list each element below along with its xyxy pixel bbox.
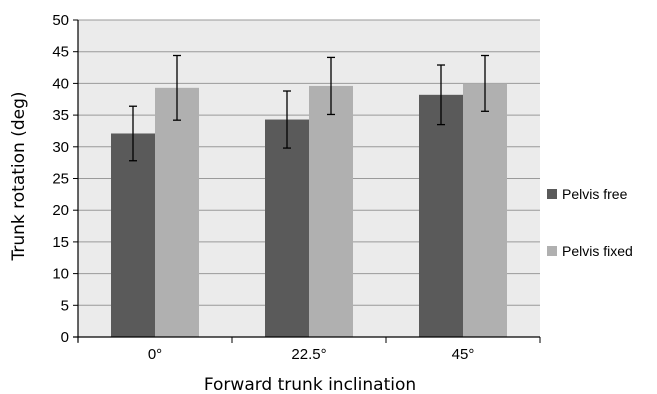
error-bars [129, 54, 489, 162]
y-tick-label: 10 [52, 266, 69, 283]
y-axis-title: Trunk rotation (deg) [9, 91, 29, 261]
bar [419, 94, 463, 337]
y-tick-label: 35 [52, 107, 69, 124]
y-tick-label: 40 [52, 75, 69, 92]
bar [155, 87, 199, 337]
x-tick-label: 45° [452, 346, 475, 363]
legend-swatch-pelvis-free [547, 189, 557, 199]
bar [309, 85, 353, 337]
bar [265, 119, 309, 338]
y-tick-label: 50 [52, 12, 69, 29]
legend-swatch-pelvis-fixed [547, 246, 557, 256]
y-tick-label: 25 [52, 171, 69, 188]
y-tick-label: 45 [52, 44, 69, 61]
y-tick-label: 5 [61, 297, 69, 314]
bar [463, 83, 507, 338]
y-tick-label: 20 [52, 202, 69, 219]
bars [111, 83, 507, 338]
x-tick-label: 22.5° [291, 346, 326, 363]
bar [111, 133, 155, 337]
x-tick-label: 0° [148, 346, 162, 363]
y-tick-label: 0 [61, 329, 69, 346]
y-tick-label: 30 [52, 139, 69, 156]
y-tick-label: 15 [52, 234, 69, 251]
legend-label-pelvis-fixed: Pelvis fixed [562, 243, 633, 259]
axes [73, 19, 541, 343]
y-tick-labels: 0 5 10 15 20 25 30 35 40 45 50 [52, 12, 69, 346]
legend: Pelvis free Pelvis fixed [547, 186, 633, 259]
x-tick-labels: 0° 22.5° 45° [148, 346, 475, 363]
x-axis-title: Forward trunk inclination [204, 375, 416, 394]
legend-label-pelvis-free: Pelvis free [562, 186, 628, 202]
